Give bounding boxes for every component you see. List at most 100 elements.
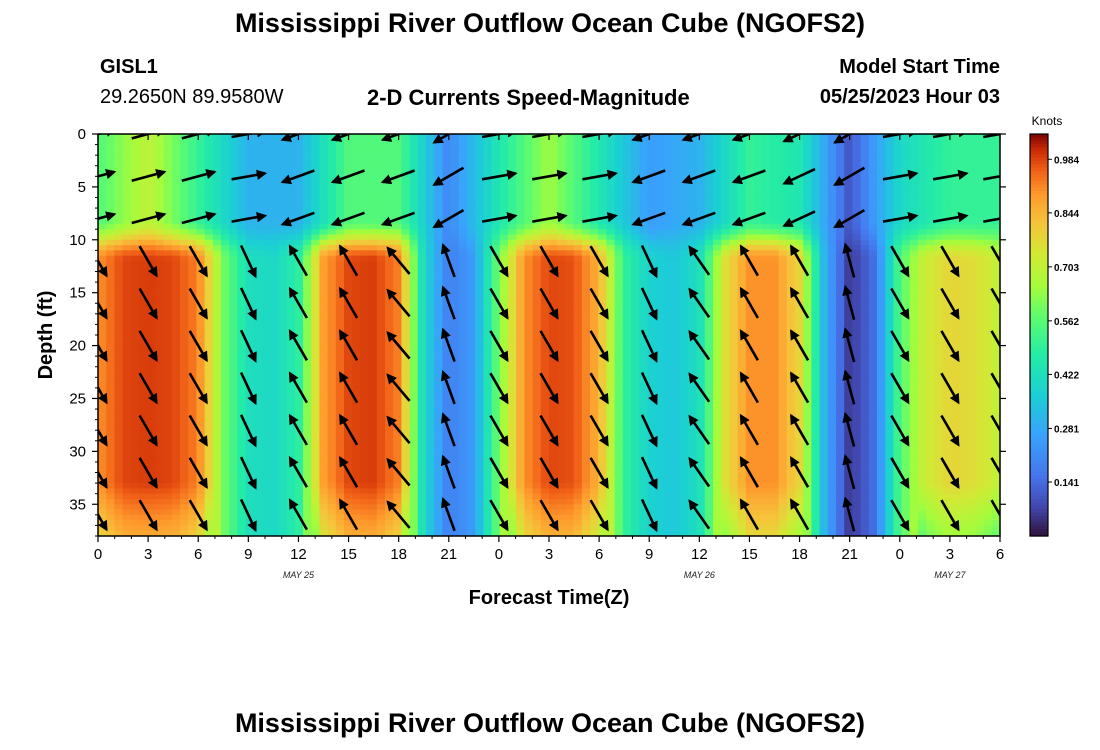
heatmap-cell — [212, 297, 222, 304]
heatmap-cell — [713, 208, 722, 214]
heatmap-cell — [204, 186, 214, 193]
heatmap-cell — [950, 260, 960, 267]
heatmap-cell — [253, 308, 263, 315]
heatmap-cell — [278, 181, 288, 188]
heatmap-cell — [590, 144, 599, 151]
heatmap-cell — [335, 255, 345, 262]
heatmap-cell — [98, 319, 107, 326]
heatmap-cell — [114, 134, 124, 140]
heatmap-cell — [795, 324, 804, 331]
heatmap-cell — [942, 282, 952, 288]
heatmap-cell — [704, 186, 714, 193]
heatmap-cell — [155, 366, 165, 373]
heatmap-cell — [581, 202, 591, 209]
heatmap-cell — [516, 139, 525, 146]
heatmap-cell — [483, 329, 493, 336]
heatmap-cell — [573, 213, 583, 220]
heatmap-cell — [729, 213, 739, 220]
heatmap-cell — [98, 361, 107, 368]
heatmap-cell — [909, 271, 919, 278]
heatmap-cell — [286, 192, 296, 199]
heatmap-cell — [508, 223, 517, 230]
heatmap-cell — [795, 329, 804, 336]
heatmap-cell — [286, 234, 296, 241]
heatmap-cell — [606, 340, 616, 347]
heatmap-cell — [122, 345, 132, 352]
heatmap-cell — [622, 340, 632, 347]
heatmap-cell — [450, 361, 460, 368]
heatmap-cell — [401, 208, 411, 214]
heatmap-cell — [688, 308, 698, 315]
heatmap-cell — [606, 208, 616, 214]
heatmap-cell — [319, 149, 329, 156]
heatmap-cell — [467, 202, 476, 209]
heatmap-cell — [114, 287, 124, 294]
heatmap-cell — [622, 350, 632, 357]
heatmap-cell — [754, 361, 763, 368]
heatmap-cell — [204, 202, 214, 209]
heatmap-cell — [647, 324, 657, 331]
heatmap-cell — [450, 245, 460, 251]
heatmap-cell — [311, 319, 320, 326]
heatmap-cell — [532, 239, 542, 246]
heatmap-cell — [483, 340, 493, 347]
heatmap-cell — [745, 229, 755, 236]
heatmap-cell — [680, 202, 689, 209]
heatmap-cell — [811, 345, 821, 352]
heatmap-cell — [253, 276, 263, 283]
heatmap-cell — [499, 139, 509, 146]
heatmap-cell — [130, 282, 140, 288]
heatmap-cell — [294, 276, 304, 283]
heatmap-cell — [877, 176, 886, 183]
heatmap-cell — [171, 366, 181, 373]
heatmap-cell — [368, 335, 378, 341]
heatmap-cell — [590, 345, 599, 352]
heatmap-cell — [565, 335, 575, 341]
heatmap-cell — [532, 149, 542, 156]
heatmap-cell — [368, 218, 378, 225]
heatmap-cell — [540, 202, 550, 209]
heatmap-cell — [581, 234, 591, 241]
heatmap-cell — [303, 266, 312, 273]
heatmap-cell — [499, 181, 509, 188]
heatmap-cell — [983, 192, 993, 199]
heatmap-cell — [196, 144, 206, 151]
heatmap-cell — [590, 287, 599, 294]
heatmap-cell — [409, 186, 419, 193]
heatmap-cell — [762, 234, 771, 241]
heatmap-cell — [713, 155, 722, 162]
heatmap-cell — [171, 356, 181, 363]
heatmap-cell — [426, 149, 435, 156]
heatmap-cell — [909, 255, 919, 262]
heatmap-cell — [918, 335, 927, 341]
heatmap-cell — [729, 324, 739, 331]
heatmap-cell — [655, 329, 665, 336]
heatmap-cell — [311, 155, 320, 162]
heatmap-cell — [950, 345, 960, 352]
heatmap-cell — [540, 218, 550, 225]
heatmap-cell — [352, 303, 361, 310]
heatmap-cell — [573, 234, 583, 241]
heatmap-cell — [212, 181, 222, 188]
heatmap-cell — [98, 287, 107, 294]
heatmap-cell — [803, 345, 812, 352]
heatmap-cell — [795, 260, 804, 267]
heatmap-cell — [877, 340, 886, 347]
heatmap-cell — [868, 155, 878, 162]
heatmap-cell — [549, 218, 558, 225]
heatmap-cell — [393, 223, 402, 230]
heatmap-cell — [458, 324, 468, 331]
heatmap-cell — [885, 160, 894, 167]
heatmap-cell — [508, 340, 517, 347]
heatmap-cell — [237, 324, 247, 331]
page-title: Mississippi River Outflow Ocean Cube (NG… — [234, 8, 866, 38]
heatmap-cell — [327, 155, 337, 162]
heatmap-cell — [573, 324, 583, 331]
heatmap-cell — [803, 202, 812, 209]
heatmap-cell — [442, 361, 452, 368]
heatmap-cell — [762, 134, 771, 140]
heatmap-cell — [352, 160, 361, 167]
heatmap-cell — [409, 282, 419, 288]
heatmap-cell — [130, 181, 140, 188]
heatmap-cell — [622, 361, 632, 368]
